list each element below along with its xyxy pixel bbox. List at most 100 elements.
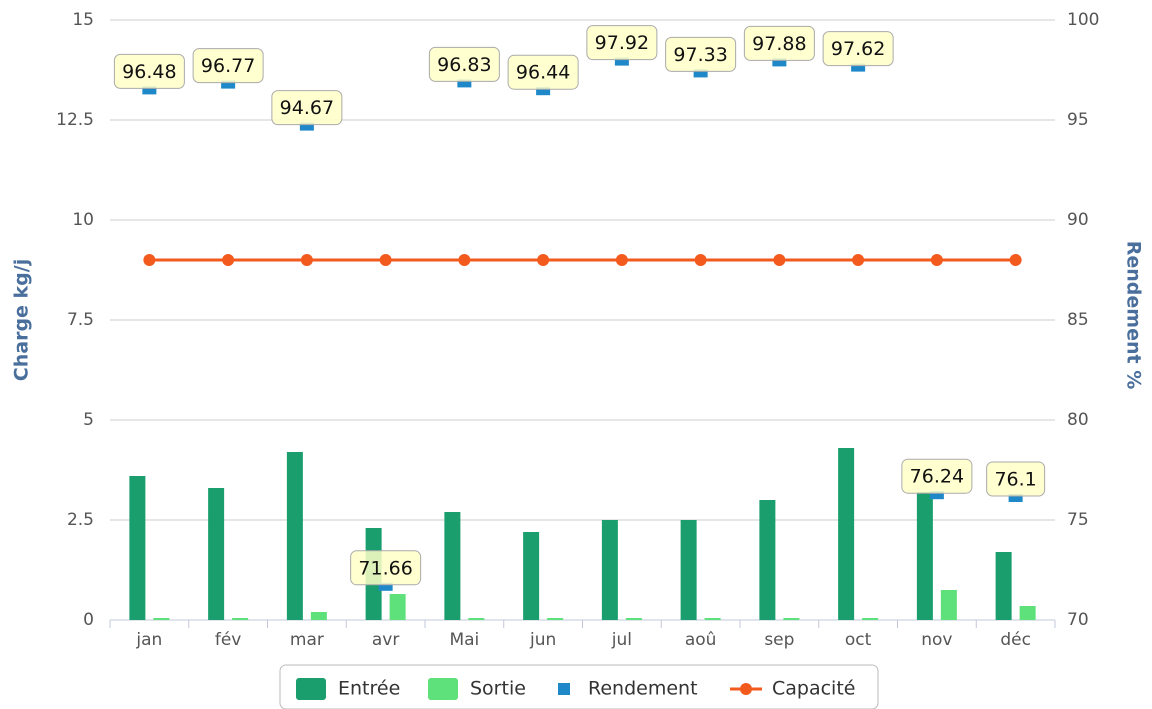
- x-tick-label: nov: [921, 630, 952, 650]
- bar: [310, 612, 327, 620]
- data-label-box: [822, 31, 894, 67]
- data-label: 76.24: [910, 466, 964, 488]
- y2-axis-title: Rendement %: [1123, 241, 1145, 389]
- legend-swatch: [558, 683, 570, 695]
- data-label-box: [271, 90, 343, 126]
- legend-swatch: [296, 678, 326, 700]
- data-label: 97.88: [752, 33, 806, 55]
- data-label: 97.33: [673, 44, 727, 66]
- y-tick-label: 2.5: [67, 510, 94, 530]
- bar: [129, 476, 146, 620]
- bar: [759, 500, 776, 620]
- data-label: 96.44: [516, 62, 570, 84]
- data-label-box: [586, 25, 658, 61]
- line-point: [379, 254, 392, 266]
- point: [851, 63, 866, 72]
- line-point: [537, 254, 550, 266]
- x-tick-label: aoû: [685, 630, 717, 650]
- bar: [995, 552, 1012, 620]
- data-label: 96.77: [201, 55, 255, 77]
- line-point: [300, 254, 313, 266]
- y2-tick-label: 100: [1067, 10, 1099, 30]
- x-tick-label: jul: [611, 630, 632, 650]
- bar: [286, 452, 303, 620]
- y2-tick-label: 80: [1067, 410, 1089, 430]
- x-tick-label: jun: [529, 630, 556, 650]
- data-label: 71.66: [358, 557, 412, 579]
- line-point: [930, 254, 943, 266]
- point: [457, 79, 472, 88]
- data-label-box: [743, 25, 815, 61]
- x-tick-label: déc: [1000, 630, 1031, 650]
- y2-tick-label: 95: [1067, 110, 1089, 130]
- bar: [862, 618, 879, 620]
- point: [693, 69, 708, 78]
- y-axis-title: Charge kg/j: [11, 259, 33, 381]
- y-tick-label: 10: [72, 210, 94, 230]
- legend-label: Capacité: [772, 678, 855, 700]
- line-point: [222, 254, 235, 266]
- y2-tick-label: 70: [1067, 610, 1089, 630]
- data-label-box: [665, 36, 737, 72]
- bar: [838, 448, 855, 620]
- point: [221, 80, 236, 89]
- x-tick-label: jan: [135, 630, 162, 650]
- y2-tick-label: 90: [1067, 210, 1089, 230]
- bar: [704, 618, 721, 620]
- point: [299, 122, 314, 131]
- legend-label: Rendement: [588, 678, 698, 700]
- x-tick-label: avr: [372, 630, 399, 650]
- data-label: 76.1: [994, 469, 1036, 491]
- point: [614, 57, 629, 66]
- y-tick-label: 15: [72, 10, 94, 30]
- bar: [389, 594, 406, 620]
- legend-swatch: [428, 678, 458, 700]
- x-tick-label: oct: [845, 630, 872, 650]
- y2-tick-label: 75: [1067, 510, 1089, 530]
- bar: [601, 520, 618, 620]
- y-tick-label: 12.5: [56, 110, 94, 130]
- legend-label: Entrée: [338, 678, 400, 700]
- bar: [208, 488, 225, 620]
- bar: [783, 618, 800, 620]
- x-tick-label: fév: [215, 630, 242, 650]
- bar: [547, 618, 564, 620]
- bar: [625, 618, 642, 620]
- data-label: 96.83: [437, 54, 491, 76]
- line-point: [694, 254, 707, 266]
- point: [378, 582, 393, 591]
- bar: [444, 512, 461, 620]
- data-label-box: [113, 53, 185, 89]
- data-label-box: [986, 461, 1046, 497]
- point: [142, 86, 157, 95]
- point: [1008, 494, 1023, 502]
- data-label-box: [192, 48, 264, 84]
- data-label-box: [901, 458, 973, 494]
- bar: [523, 532, 540, 620]
- line-point: [1009, 254, 1022, 266]
- x-tick-label: sep: [764, 630, 794, 650]
- point: [929, 491, 944, 500]
- data-label-box: [507, 54, 579, 90]
- legend-label: Sortie: [470, 678, 526, 700]
- bar: [940, 590, 957, 620]
- y-tick-label: 7.5: [67, 310, 94, 330]
- line-point: [615, 254, 628, 266]
- y-tick-label: 5: [83, 410, 94, 430]
- bar: [153, 618, 170, 620]
- data-label-box: [350, 550, 422, 586]
- bar: [1019, 606, 1036, 620]
- line-point: [458, 254, 471, 266]
- point: [536, 87, 551, 96]
- line-point: [852, 254, 865, 266]
- data-label: 96.48: [122, 61, 176, 83]
- bar: [680, 520, 697, 620]
- legend-swatch: [740, 683, 752, 695]
- data-label: 94.67: [280, 97, 334, 119]
- x-tick-label: mar: [290, 630, 324, 650]
- bar: [232, 618, 249, 620]
- data-label: 97.62: [831, 38, 885, 60]
- line-point: [773, 254, 786, 266]
- y-tick-label: 0: [83, 610, 94, 630]
